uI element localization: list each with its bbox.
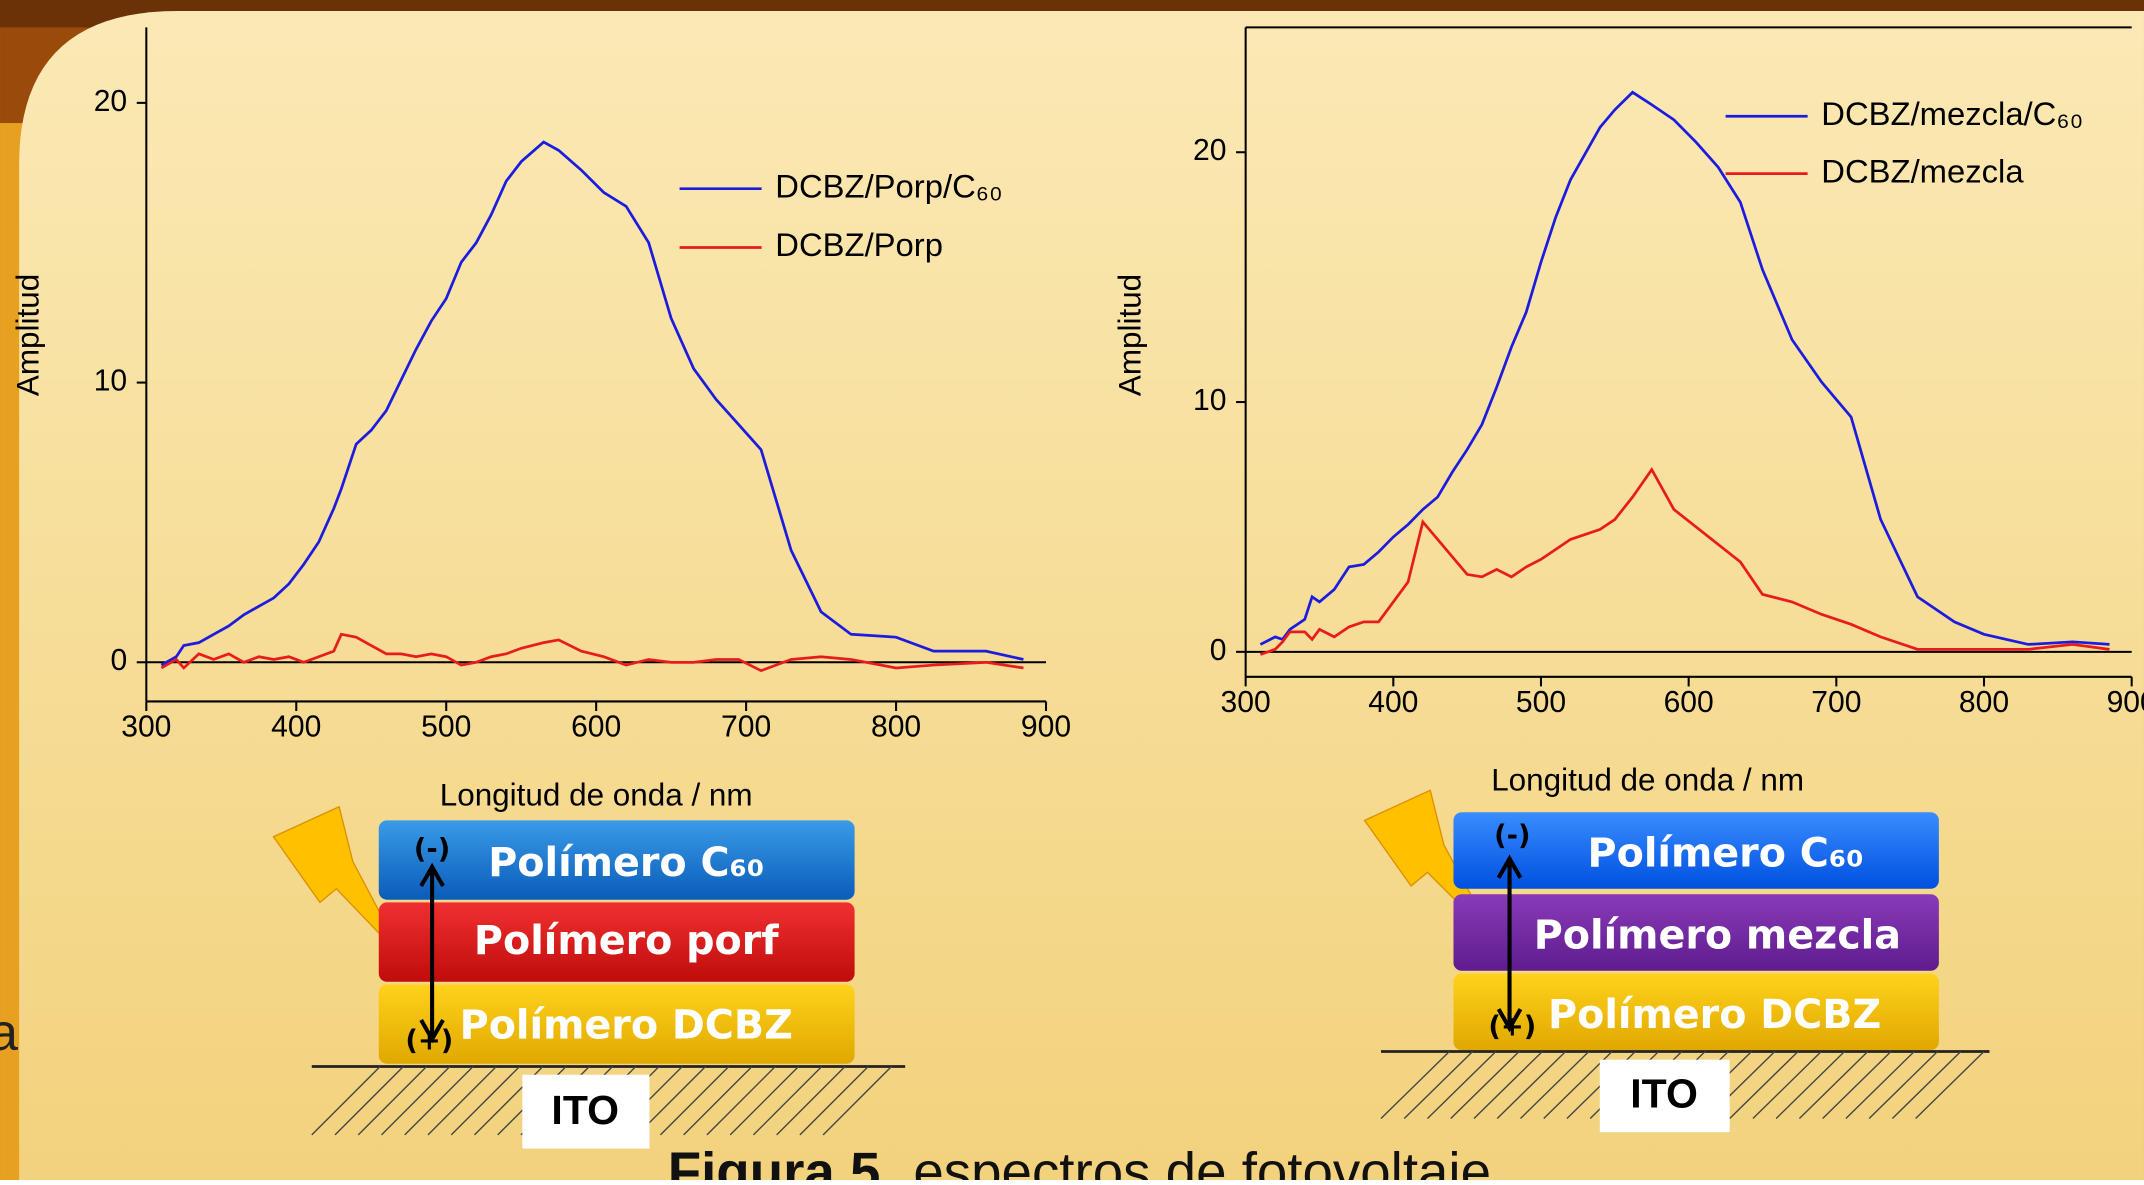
y-tick-label: 0: [1210, 634, 1227, 667]
ito-label: ITO: [551, 1087, 619, 1133]
x-axis-label: Longitud de onda / nm: [440, 777, 753, 812]
ito-label: ITO: [1630, 1070, 1698, 1116]
x-tick-label: 600: [1664, 686, 1714, 719]
caption-text: espectros de fotovoltaje: [913, 1140, 1491, 1180]
y-tick-label: 20: [94, 85, 127, 118]
y-tick-label: 20: [1193, 134, 1226, 167]
x-tick-label: 600: [571, 711, 621, 744]
minus-sign: (-): [1494, 820, 1530, 851]
x-tick-label: 400: [1368, 686, 1418, 719]
x-tick-label: 900: [1021, 711, 1071, 744]
slide: a Polímero C₆₀ Polímero porf Polímero DC…: [0, 0, 2144, 1180]
x-tick-label: 800: [871, 711, 921, 744]
x-tick-label: 300: [121, 711, 171, 744]
legend-label: DCBZ/mezcla/C₆₀: [1821, 95, 2083, 132]
y-axis-label: Amplitud: [10, 274, 45, 396]
x-tick-label: 800: [1959, 686, 2009, 719]
x-axis-label: Longitud de onda / nm: [1491, 762, 1804, 797]
layer-label: Polímero C₆₀: [488, 840, 764, 886]
layer-label: Polímero DCBZ: [460, 1003, 793, 1049]
y-tick-label: 10: [1193, 384, 1226, 417]
plus-sign: (+): [405, 1025, 453, 1056]
legend-label: DCBZ/Porp: [775, 226, 943, 263]
y-axis-label: Amplitud: [1112, 274, 1147, 396]
plus-sign: (+): [1488, 1012, 1536, 1043]
legend-label: DCBZ/Porp/C₆₀: [775, 167, 1002, 204]
x-tick-label: 700: [721, 711, 771, 744]
x-tick-label: 400: [271, 711, 321, 744]
layer-label: Polímero C₆₀: [1588, 830, 1864, 876]
layer-label: Polímero mezcla: [1534, 912, 1901, 958]
x-tick-label: 900: [2107, 686, 2144, 719]
y-tick-label: 0: [110, 644, 127, 677]
legend-label: DCBZ/mezcla: [1821, 152, 2024, 189]
minus-sign: (-): [414, 834, 450, 865]
page: a Polímero C₆₀ Polímero porf Polímero DC…: [0, 0, 2144, 1180]
layer-label: Polímero DCBZ: [1548, 992, 1881, 1038]
layer-label: Polímero porf: [474, 918, 779, 964]
x-tick-label: 700: [1811, 686, 1861, 719]
x-tick-label: 300: [1221, 686, 1271, 719]
caption-label: Figura 5.: [668, 1140, 896, 1180]
side-text: a: [0, 1004, 18, 1062]
x-tick-label: 500: [421, 711, 471, 744]
y-tick-label: 10: [94, 365, 127, 398]
x-tick-label: 500: [1516, 686, 1566, 719]
